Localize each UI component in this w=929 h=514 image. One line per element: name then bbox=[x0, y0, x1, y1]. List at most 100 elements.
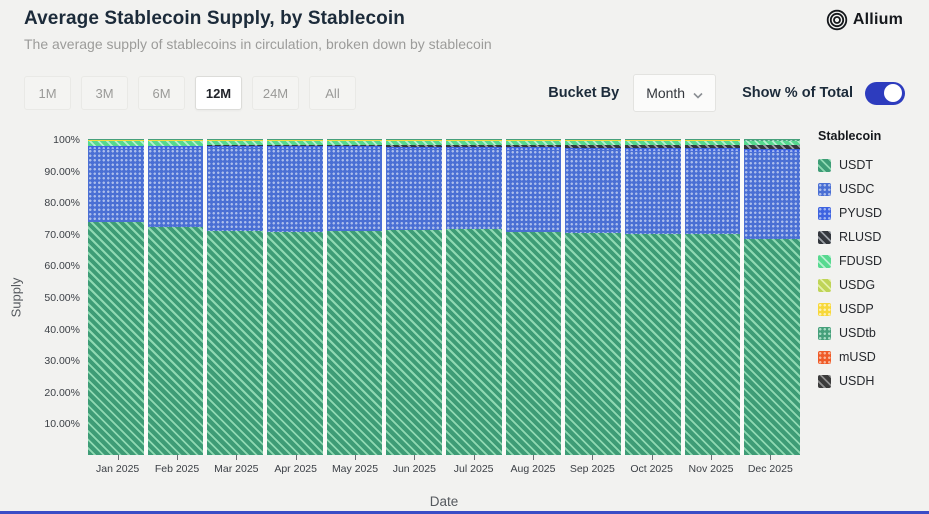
segment-pyusd[interactable] bbox=[88, 146, 144, 149]
segment-usdc[interactable] bbox=[386, 149, 443, 231]
legend-item-usdtb[interactable]: USDtb bbox=[818, 321, 882, 345]
segment-usdtb[interactable] bbox=[446, 139, 502, 141]
range-button-24m[interactable]: 24M bbox=[252, 76, 299, 110]
segment-fdusd[interactable] bbox=[505, 140, 562, 146]
legend-item-usdt[interactable]: USDT bbox=[818, 153, 882, 177]
segment-usdc[interactable] bbox=[446, 149, 502, 230]
segment-usdt[interactable] bbox=[625, 233, 681, 455]
segment-usdtb[interactable] bbox=[88, 139, 144, 141]
bucket-by-select[interactable]: Month bbox=[633, 74, 717, 112]
segment-fdusd[interactable] bbox=[326, 140, 383, 146]
legend-name: USDP bbox=[839, 302, 874, 316]
range-button-1m[interactable]: 1M bbox=[24, 76, 71, 110]
segment-usdt[interactable] bbox=[267, 231, 323, 455]
segment-pyusd[interactable] bbox=[326, 146, 383, 149]
segment-usdt[interactable] bbox=[744, 239, 801, 455]
legend-item-rlusd[interactable]: RLUSD bbox=[818, 225, 882, 249]
segment-usdc[interactable] bbox=[207, 148, 264, 231]
segment-usdtb[interactable] bbox=[505, 139, 562, 141]
legend-swatch-usdc bbox=[818, 182, 831, 196]
segment-usdc[interactable] bbox=[505, 149, 562, 232]
segment-rlusd[interactable] bbox=[326, 145, 383, 147]
segment-rlusd[interactable] bbox=[505, 145, 562, 147]
segment-fdusd[interactable] bbox=[147, 140, 204, 146]
segment-usdtb[interactable] bbox=[625, 139, 681, 141]
segment-pyusd[interactable] bbox=[625, 147, 681, 151]
segment-pyusd[interactable] bbox=[267, 146, 323, 149]
segment-pyusd[interactable] bbox=[386, 146, 443, 150]
segment-fdusd[interactable] bbox=[207, 140, 264, 146]
segment-usdc[interactable] bbox=[267, 148, 323, 232]
segment-usdtb[interactable] bbox=[386, 139, 443, 141]
segment-rlusd[interactable] bbox=[88, 145, 144, 147]
segment-usdc[interactable] bbox=[88, 148, 144, 222]
legend-item-musd[interactable]: mUSD bbox=[818, 345, 882, 369]
segment-fdusd[interactable] bbox=[625, 140, 681, 146]
segment-usdt[interactable] bbox=[147, 226, 204, 455]
segment-pyusd[interactable] bbox=[565, 147, 622, 151]
segment-rlusd[interactable] bbox=[267, 145, 323, 147]
segment-fdusd[interactable] bbox=[684, 140, 741, 146]
segment-usdc[interactable] bbox=[625, 150, 681, 234]
segment-usdc[interactable] bbox=[326, 148, 383, 231]
segment-usdc[interactable] bbox=[744, 151, 801, 240]
segment-rlusd[interactable] bbox=[744, 145, 801, 149]
x-tick-mark bbox=[651, 455, 653, 460]
segment-usdtb[interactable] bbox=[684, 139, 741, 141]
legend-item-usdc[interactable]: USDC bbox=[818, 177, 882, 201]
segment-pyusd[interactable] bbox=[744, 148, 801, 152]
segment-pyusd[interactable] bbox=[446, 146, 502, 150]
segment-pyusd[interactable] bbox=[207, 146, 264, 149]
segment-fdusd[interactable] bbox=[744, 141, 801, 146]
x-tick-label: May 2025 bbox=[331, 463, 379, 475]
segment-rlusd[interactable] bbox=[147, 145, 204, 147]
segment-pyusd[interactable] bbox=[505, 146, 562, 150]
segment-pyusd[interactable] bbox=[147, 146, 204, 149]
chevron-down-icon bbox=[693, 86, 703, 102]
legend-swatch-pyusd bbox=[818, 206, 831, 220]
legend-item-usdh[interactable]: USDH bbox=[818, 369, 882, 393]
y-tick-label: 80.00% bbox=[44, 197, 80, 210]
range-button-6m[interactable]: 6M bbox=[138, 76, 185, 110]
segment-pyusd[interactable] bbox=[684, 148, 741, 152]
range-button-12m[interactable]: 12M bbox=[195, 76, 242, 110]
segment-rlusd[interactable] bbox=[565, 145, 622, 148]
legend-item-pyusd[interactable]: PYUSD bbox=[818, 201, 882, 225]
allium-logo-text: Allium bbox=[852, 11, 903, 28]
segment-usdc[interactable] bbox=[684, 151, 741, 235]
segment-fdusd[interactable] bbox=[386, 140, 443, 146]
segment-rlusd[interactable] bbox=[625, 145, 681, 148]
segment-usdtb[interactable] bbox=[147, 139, 204, 141]
show-percent-toggle[interactable] bbox=[865, 81, 905, 105]
range-button-all[interactable]: All bbox=[309, 76, 356, 110]
segment-rlusd[interactable] bbox=[684, 145, 741, 149]
segment-usdtb[interactable] bbox=[565, 139, 622, 141]
segment-usdc[interactable] bbox=[565, 150, 622, 234]
segment-usdt[interactable] bbox=[326, 230, 383, 455]
segment-usdt[interactable] bbox=[88, 221, 144, 455]
segment-usdtb[interactable] bbox=[267, 139, 323, 141]
segment-usdt[interactable] bbox=[386, 230, 443, 455]
legend-swatch-fdusd bbox=[818, 254, 831, 268]
legend-item-usdg[interactable]: USDG bbox=[818, 273, 882, 297]
segment-usdt[interactable] bbox=[446, 229, 502, 455]
segment-fdusd[interactable] bbox=[88, 140, 144, 146]
segment-usdt[interactable] bbox=[207, 230, 264, 455]
range-button-3m[interactable]: 3M bbox=[81, 76, 128, 110]
segment-rlusd[interactable] bbox=[207, 145, 264, 147]
segment-usdtb[interactable] bbox=[207, 139, 264, 141]
segment-usdtb[interactable] bbox=[744, 139, 801, 141]
legend-item-usdp[interactable]: USDP bbox=[818, 297, 882, 321]
segment-rlusd[interactable] bbox=[386, 145, 443, 147]
segment-usdt[interactable] bbox=[505, 231, 562, 455]
segment-usdc[interactable] bbox=[147, 148, 204, 227]
segment-fdusd[interactable] bbox=[446, 140, 502, 146]
segment-rlusd[interactable] bbox=[446, 145, 502, 147]
segment-usdtb[interactable] bbox=[326, 139, 383, 141]
segment-usdt[interactable] bbox=[684, 234, 741, 455]
controls-bar: 1M 3M 6M 12M 24M All Bucket By Month Show % o… bbox=[24, 73, 905, 113]
segment-fdusd[interactable] bbox=[565, 140, 622, 146]
segment-fdusd[interactable] bbox=[267, 140, 323, 146]
legend-item-fdusd[interactable]: FDUSD bbox=[818, 249, 882, 273]
segment-usdt[interactable] bbox=[565, 233, 622, 455]
